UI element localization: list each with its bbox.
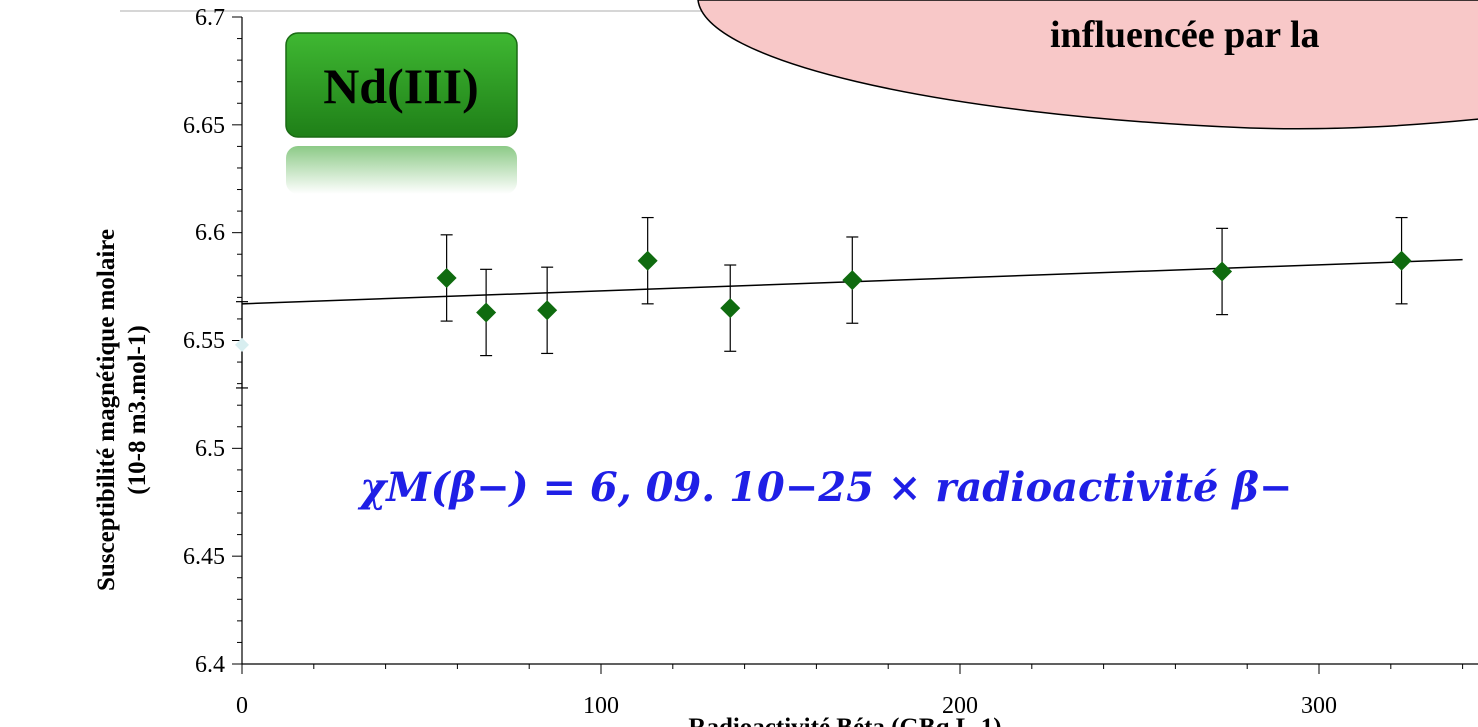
y-tick-label: 6.5 xyxy=(195,436,225,462)
callout-shape xyxy=(697,0,1478,130)
y-tick-label: 6.7 xyxy=(195,5,225,31)
y-tick-label: 6.45 xyxy=(183,544,225,570)
x-tick-label: 100 xyxy=(583,693,619,719)
y-tick-label: 6.4 xyxy=(195,652,225,678)
data-point xyxy=(720,298,741,319)
data-point xyxy=(436,267,457,288)
x-tick-label: 0 xyxy=(236,693,248,719)
callout-text: influencée par la xyxy=(1050,14,1320,56)
data-point xyxy=(235,337,249,352)
y-tick-label: 6.55 xyxy=(183,328,225,354)
badge-box xyxy=(285,32,518,138)
y-tick-label: 6.65 xyxy=(183,113,225,139)
errorbar-layer xyxy=(236,216,1408,389)
point-layer xyxy=(235,250,1412,352)
data-point xyxy=(842,270,863,291)
y-axis-ticks xyxy=(232,16,242,665)
x-axis-ticks xyxy=(241,664,1464,674)
x-tick-label: 200 xyxy=(942,693,978,719)
data-point xyxy=(537,300,558,321)
y-axis-title-line2: (10-8 m3.mol-1) xyxy=(124,325,151,494)
y-tick-label: 6.6 xyxy=(195,220,225,246)
callout-bubble: influencée par la xyxy=(697,0,1478,130)
x-tick-label: 300 xyxy=(1301,693,1337,719)
data-point xyxy=(1391,250,1412,271)
regression-equation: χM(β−) = 6, 09. 10−25 × radioactivité β− xyxy=(357,464,1292,511)
x-axis-title: Radioactivité Béta (GBq.L-1) xyxy=(688,714,1001,727)
data-point xyxy=(1212,261,1233,282)
data-point xyxy=(476,302,497,323)
badge-reflection xyxy=(286,146,517,194)
badge: Nd(III) xyxy=(285,32,518,194)
y-axis-title-line1: Susceptibilité magnétique molaire xyxy=(93,229,120,591)
data-point xyxy=(637,250,658,271)
badge-label: Nd(III) xyxy=(323,58,479,114)
